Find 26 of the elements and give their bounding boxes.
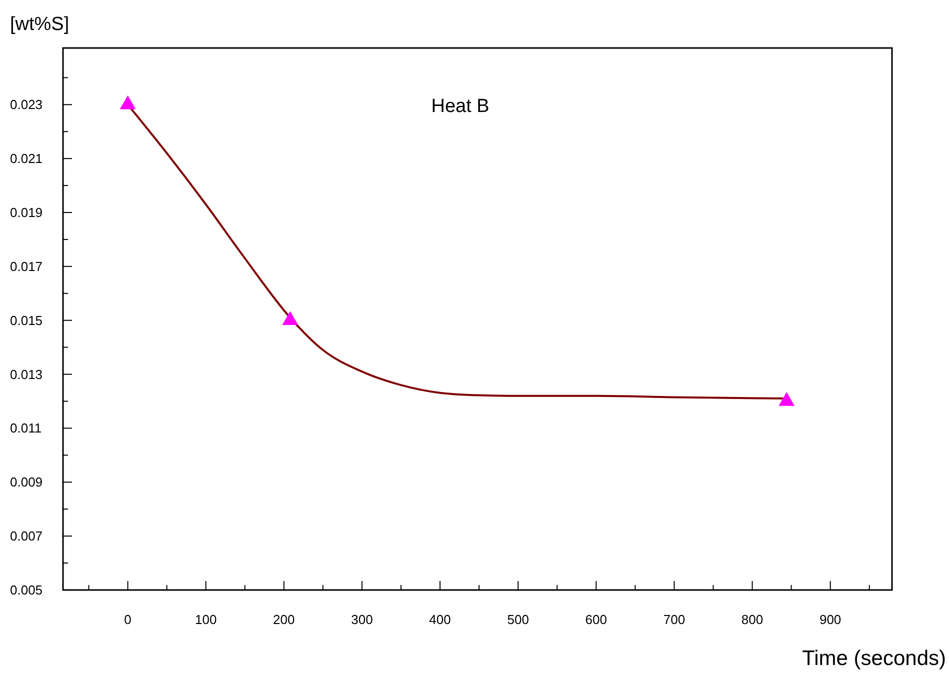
x-tick-label: 0 — [124, 612, 132, 627]
y-tick-label: 0.009 — [10, 474, 43, 490]
y-tick-label: 0.015 — [10, 312, 43, 328]
y-axis-title: [wt%S] — [10, 14, 70, 35]
x-tick-label: 800 — [741, 612, 764, 627]
x-tick-label: 900 — [819, 612, 842, 627]
x-tick-label: 100 — [195, 612, 217, 627]
y-tick-label: 0.017 — [10, 258, 43, 274]
y-tick-label: 0.019 — [10, 204, 43, 220]
x-axis-title: Time (seconds) — [802, 647, 946, 670]
y-tick-label: 0.007 — [10, 528, 43, 544]
y-tick-label: 0.011 — [10, 420, 42, 436]
annotation: Heat B — [431, 96, 490, 117]
y-tick-label: 0.013 — [10, 366, 43, 382]
point — [778, 392, 795, 406]
y-tick-label: 0.021 — [10, 151, 43, 166]
point — [282, 311, 298, 325]
x-tick-label: 200 — [273, 612, 295, 627]
x-tick-label: 300 — [351, 612, 373, 627]
x-tick-label: 500 — [507, 612, 529, 627]
y-tick-label: 0.005 — [10, 582, 43, 598]
x-tick-label: 600 — [585, 612, 608, 627]
point — [120, 95, 136, 110]
x-tick-label: 700 — [663, 612, 686, 627]
x-tick-label: 400 — [429, 612, 451, 627]
y-tick-label: 0.023 — [10, 97, 43, 112]
